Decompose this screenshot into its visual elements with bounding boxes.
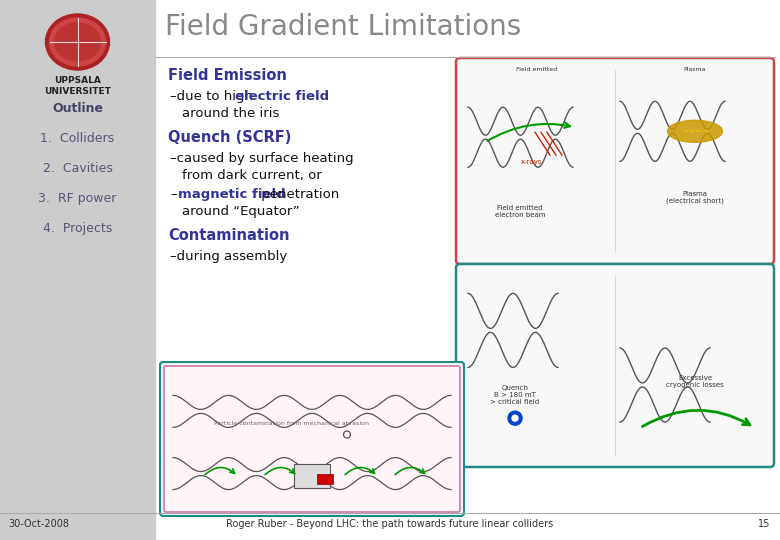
FancyBboxPatch shape: [160, 362, 464, 516]
Text: magnetic field: magnetic field: [178, 188, 285, 201]
FancyBboxPatch shape: [456, 264, 774, 467]
Text: Contamination: Contamination: [168, 228, 289, 243]
Text: around the iris: around the iris: [182, 107, 279, 120]
FancyArrowPatch shape: [643, 410, 750, 427]
FancyBboxPatch shape: [164, 366, 460, 512]
FancyArrowPatch shape: [345, 468, 374, 475]
FancyArrowPatch shape: [395, 468, 424, 475]
Text: –caused by surface heating: –caused by surface heating: [170, 152, 353, 165]
Text: –due to high: –due to high: [170, 90, 257, 103]
Text: Field emitted: Field emitted: [516, 67, 558, 72]
Text: Excessive
cryogenic losses: Excessive cryogenic losses: [666, 375, 724, 388]
Text: Roger Ruber - Beyond LHC: the path towards future linear colliders: Roger Ruber - Beyond LHC: the path towar…: [226, 519, 554, 529]
Bar: [0, 0, 155, 540]
Text: Quench (SCRF): Quench (SCRF): [168, 130, 292, 145]
Text: Field Emission: Field Emission: [168, 68, 287, 83]
Ellipse shape: [668, 120, 722, 143]
Text: –during assembly: –during assembly: [170, 250, 287, 263]
Text: Particle contamination from mechanical abrasion: Particle contamination from mechanical a…: [215, 421, 370, 426]
Text: 3.  RF power: 3. RF power: [38, 192, 117, 205]
Circle shape: [512, 415, 518, 421]
FancyBboxPatch shape: [456, 58, 774, 264]
Ellipse shape: [45, 14, 109, 70]
Bar: [317, 474, 333, 483]
Text: UPPSALA
UNIVERSITET: UPPSALA UNIVERSITET: [44, 76, 111, 96]
Text: penetration: penetration: [257, 188, 339, 201]
Text: Plasma: Plasma: [684, 67, 706, 72]
Ellipse shape: [49, 18, 105, 66]
Text: –: –: [170, 188, 176, 201]
FancyArrowPatch shape: [488, 123, 570, 141]
Text: Field emitted
electron beam: Field emitted electron beam: [495, 205, 545, 218]
Circle shape: [508, 411, 522, 425]
FancyArrowPatch shape: [205, 468, 235, 475]
Text: 1.  Colliders: 1. Colliders: [41, 132, 115, 145]
Text: ~~~~: ~~~~: [681, 127, 709, 136]
Text: from dark current, or: from dark current, or: [182, 169, 321, 182]
Text: Plasma
(electrical short): Plasma (electrical short): [666, 191, 724, 204]
Text: 15: 15: [757, 519, 770, 529]
FancyArrowPatch shape: [265, 468, 295, 475]
Text: around “Equator”: around “Equator”: [182, 205, 300, 218]
Text: 2.  Cavities: 2. Cavities: [43, 162, 112, 175]
Bar: [294, 463, 330, 488]
Text: x-rays: x-rays: [521, 159, 543, 165]
Text: 30-Oct-2008: 30-Oct-2008: [8, 519, 69, 529]
Text: 4.  Projects: 4. Projects: [43, 222, 112, 235]
Text: electric field: electric field: [235, 90, 329, 103]
Text: Field Gradient Limitations: Field Gradient Limitations: [165, 13, 521, 41]
Text: Quench
B > 180 mT
> critical field: Quench B > 180 mT > critical field: [491, 385, 540, 405]
Ellipse shape: [55, 23, 101, 61]
Text: Outline: Outline: [52, 102, 103, 115]
